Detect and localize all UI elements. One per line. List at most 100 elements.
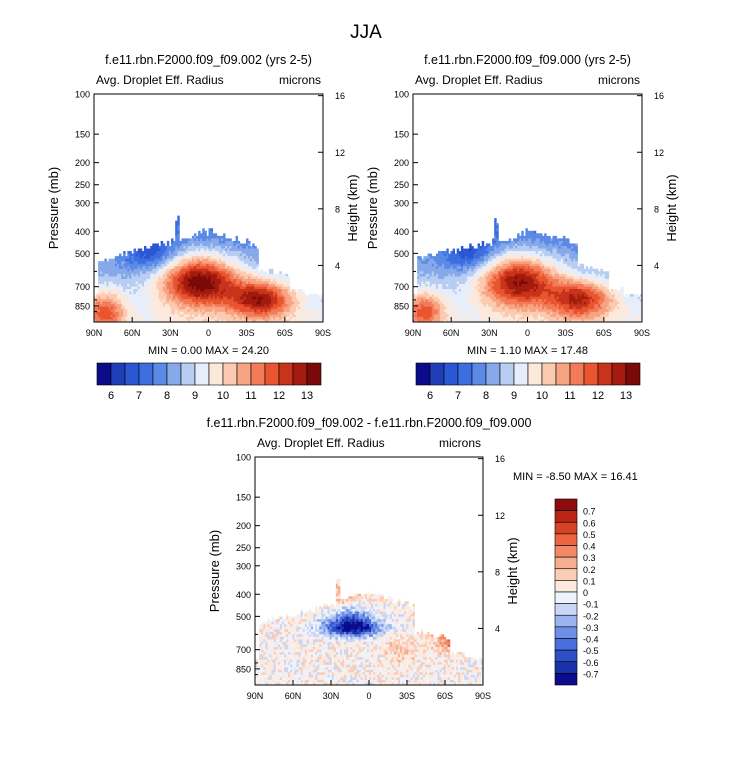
colorbar-label: 9 bbox=[192, 390, 198, 402]
colorbar-box bbox=[307, 363, 321, 385]
contour-cell bbox=[478, 243, 480, 246]
contour-cell bbox=[294, 289, 296, 292]
contour-cell bbox=[304, 294, 306, 297]
contour-cell bbox=[167, 243, 169, 246]
contour-cell bbox=[494, 221, 496, 224]
contour-cell bbox=[215, 233, 217, 236]
contour-cell bbox=[129, 251, 131, 254]
y-tick-label: 850 bbox=[75, 301, 90, 311]
y-tick-label: 400 bbox=[75, 227, 90, 237]
contour-cell bbox=[461, 246, 463, 249]
contour-cell bbox=[177, 223, 179, 226]
contour-cell bbox=[134, 249, 136, 252]
contour-cell bbox=[509, 238, 511, 241]
contour-cell bbox=[517, 233, 519, 236]
y2-tick-label: 12 bbox=[335, 148, 345, 158]
contour-cell bbox=[236, 238, 238, 241]
contour-cell bbox=[271, 271, 273, 274]
y-tick-label: 100 bbox=[75, 90, 90, 100]
contour-cell bbox=[494, 218, 496, 221]
colorbar-label: 7 bbox=[136, 390, 142, 402]
contour-cell bbox=[256, 264, 258, 267]
contour-cell bbox=[471, 246, 473, 249]
contour-cell bbox=[261, 269, 263, 272]
contour-cell bbox=[156, 243, 158, 246]
colorbar-box bbox=[111, 363, 125, 385]
contour-cell bbox=[256, 254, 258, 257]
contour-cell bbox=[265, 271, 267, 274]
contour-cell bbox=[211, 231, 213, 234]
contour-cell bbox=[288, 289, 290, 292]
contour-cell bbox=[171, 238, 173, 241]
contour-cell bbox=[496, 223, 498, 226]
contour-cell bbox=[496, 231, 498, 234]
y-tick-label: 700 bbox=[75, 282, 90, 292]
contour-cell bbox=[223, 233, 225, 236]
contour-cell bbox=[288, 287, 290, 290]
contour-cell bbox=[544, 233, 546, 236]
contour-cell bbox=[177, 221, 179, 224]
colorbar-box bbox=[139, 363, 153, 385]
contour-cell bbox=[167, 241, 169, 244]
x-tick-label: 60S bbox=[277, 328, 293, 338]
contour-cell bbox=[246, 238, 248, 241]
contour-cell bbox=[488, 243, 490, 246]
contour-cell bbox=[496, 236, 498, 239]
contour-cell bbox=[123, 251, 125, 254]
contour-cell bbox=[288, 281, 290, 284]
contour-cell bbox=[177, 218, 179, 221]
y2-tick-label: 4 bbox=[335, 261, 340, 271]
contour-cell bbox=[198, 231, 200, 234]
colorbar-box bbox=[265, 363, 279, 385]
x-tick-label: 30N bbox=[162, 328, 179, 338]
colorbar-box bbox=[125, 363, 139, 385]
right-label: microns bbox=[279, 73, 321, 87]
contour-cell bbox=[453, 249, 455, 252]
contour-cell bbox=[525, 228, 527, 231]
contour-cell bbox=[256, 261, 258, 264]
colorbar-label: 13 bbox=[301, 390, 313, 402]
contour-cell bbox=[177, 228, 179, 231]
contour-cell bbox=[194, 233, 196, 236]
colorbar-label: 6 bbox=[108, 390, 114, 402]
contour-cell bbox=[177, 231, 179, 234]
colorbar-box bbox=[293, 363, 307, 385]
contour-cell bbox=[548, 236, 550, 239]
colorbar-box bbox=[153, 363, 167, 385]
contour-cell bbox=[279, 271, 281, 274]
contour-cell bbox=[457, 249, 459, 252]
x-tick-label: 0 bbox=[206, 328, 211, 338]
contour-cell bbox=[288, 284, 290, 287]
contour-cell bbox=[161, 241, 163, 244]
contour-cell bbox=[256, 256, 258, 259]
colorbar-label: 10 bbox=[217, 390, 229, 402]
contour-cell bbox=[496, 226, 498, 229]
y-tick-label: 500 bbox=[75, 249, 90, 259]
contour-cell bbox=[302, 292, 304, 295]
contour-cell bbox=[430, 254, 432, 257]
y2-axis-label: Height (km) bbox=[345, 174, 360, 241]
y2-tick-label: 16 bbox=[335, 91, 345, 101]
colorbar-box bbox=[209, 363, 223, 385]
colorbar-box bbox=[181, 363, 195, 385]
y2-tick-label: 8 bbox=[335, 204, 340, 214]
contour-cell bbox=[177, 226, 179, 229]
colorbar-box bbox=[167, 363, 181, 385]
colorbar-label: 12 bbox=[273, 390, 285, 402]
contour-cell bbox=[248, 243, 250, 246]
contour-cell bbox=[202, 228, 204, 231]
contour-cell bbox=[123, 254, 125, 257]
contour-cell bbox=[256, 251, 258, 254]
colorbar-box bbox=[251, 363, 265, 385]
contour-cell bbox=[204, 233, 206, 236]
contour-cell bbox=[177, 238, 179, 241]
contour-cell bbox=[229, 238, 231, 241]
contour-field bbox=[413, 218, 642, 322]
panel-title: f.e11.rbn.F2000.f09_f09.002 (yrs 2-5) bbox=[105, 53, 312, 67]
y-tick-label: 200 bbox=[75, 158, 90, 168]
contour-cell bbox=[104, 259, 106, 262]
contour-cell bbox=[144, 246, 146, 249]
contour-cell bbox=[256, 249, 258, 252]
contour-cell bbox=[254, 246, 256, 249]
